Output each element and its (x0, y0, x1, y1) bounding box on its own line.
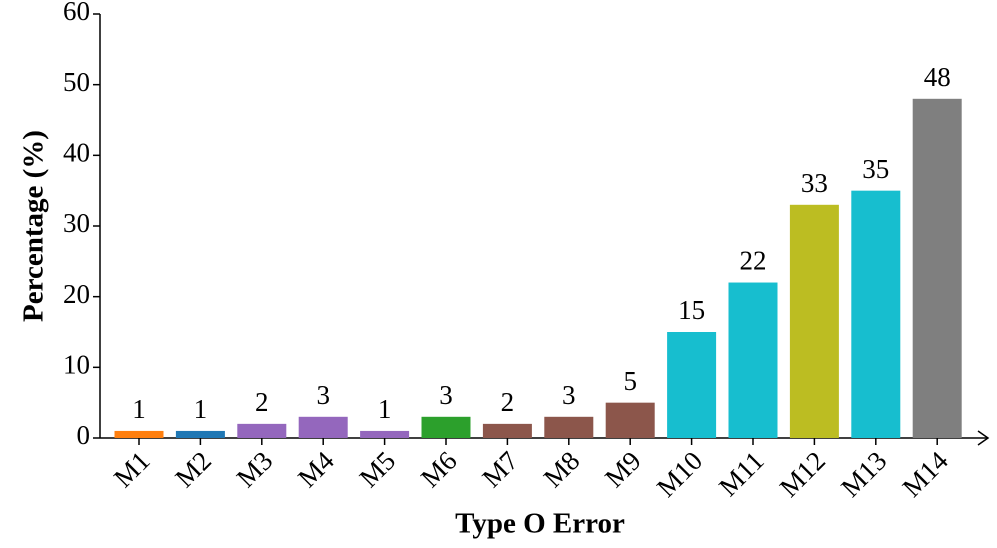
data-label: 1 (194, 394, 208, 424)
y-tick-label: 50 (63, 67, 90, 97)
data-label: 2 (501, 387, 515, 417)
y-tick-label: 30 (63, 208, 90, 238)
data-label: 3 (439, 380, 453, 410)
y-axis-label: Percentage (%) (18, 130, 50, 322)
x-tick-label: M9 (599, 445, 647, 493)
x-tick-label: M2 (169, 445, 217, 493)
data-label: 22 (740, 246, 767, 276)
bar (789, 204, 839, 438)
data-label: 2 (255, 387, 269, 417)
y-tick-label: 40 (63, 138, 90, 168)
data-label: 5 (623, 366, 637, 396)
x-tick-label: M7 (476, 445, 524, 493)
bar (728, 282, 778, 438)
bar (360, 430, 410, 438)
bar (298, 416, 348, 438)
bar (667, 332, 717, 438)
bar (237, 423, 287, 438)
data-label: 3 (316, 380, 330, 410)
y-tick-label: 10 (63, 350, 90, 380)
x-tick-label: M3 (231, 445, 279, 493)
bar (544, 416, 594, 438)
y-tick-label: 60 (63, 0, 90, 26)
data-label: 1 (132, 394, 146, 424)
x-tick-label: M10 (651, 445, 708, 502)
data-label: 15 (678, 295, 705, 325)
x-tick-label: M12 (774, 445, 831, 502)
y-tick-label: 0 (77, 420, 91, 450)
bar (114, 430, 164, 438)
y-tick-label: 20 (63, 279, 90, 309)
x-tick-label: M11 (713, 445, 770, 502)
x-tick-label: M8 (538, 445, 586, 493)
bar (175, 430, 225, 438)
x-axis-arrow (977, 430, 990, 446)
x-tick-label: M6 (415, 445, 463, 493)
data-label: 1 (378, 394, 392, 424)
bar (912, 98, 962, 439)
bar (482, 423, 532, 438)
x-tick-label: M4 (292, 445, 340, 493)
x-tick-label: M5 (353, 445, 401, 493)
bar (605, 402, 655, 438)
bar (851, 190, 901, 438)
data-label: 33 (801, 168, 828, 198)
x-tick-label: M14 (897, 445, 955, 503)
data-label: 48 (924, 62, 951, 92)
x-tick-label: M13 (835, 445, 892, 502)
bar (421, 416, 471, 438)
x-axis-label: Type O Error (455, 508, 625, 540)
data-label: 35 (862, 154, 889, 184)
x-tick-label: M1 (108, 445, 156, 493)
data-label: 3 (562, 380, 576, 410)
